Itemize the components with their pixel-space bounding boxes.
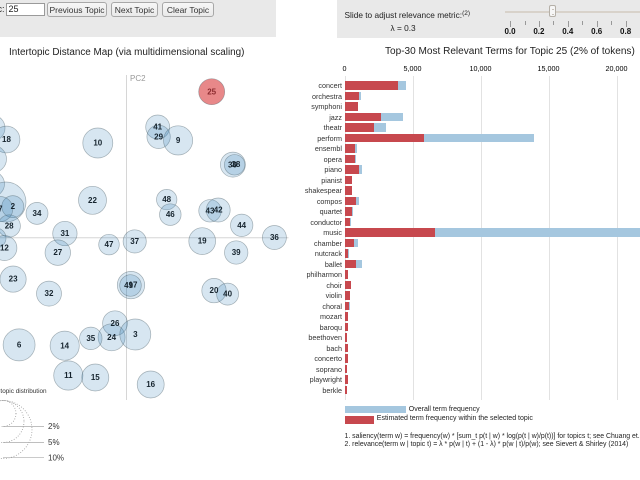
- svg-text:28: 28: [5, 222, 14, 231]
- svg-text:10: 10: [93, 139, 102, 148]
- svg-text:11: 11: [64, 371, 73, 380]
- svg-text:37: 37: [130, 237, 139, 246]
- svg-text:46: 46: [166, 210, 175, 219]
- svg-text:5%: 5%: [48, 438, 60, 447]
- svg-text:44: 44: [237, 221, 246, 230]
- svg-text:39: 39: [232, 248, 241, 257]
- svg-text:32: 32: [45, 289, 54, 298]
- svg-text:43: 43: [206, 206, 215, 215]
- svg-text:6: 6: [17, 341, 22, 350]
- svg-text:2%: 2%: [48, 422, 60, 431]
- svg-text:10%: 10%: [48, 454, 64, 463]
- svg-text:PC2: PC2: [130, 74, 146, 83]
- svg-text:36: 36: [270, 233, 279, 242]
- svg-text:Marginal topic distribution: Marginal topic distribution: [0, 388, 47, 395]
- svg-text:17: 17: [129, 281, 138, 290]
- svg-text:14: 14: [60, 341, 69, 350]
- svg-text:18: 18: [2, 135, 11, 144]
- svg-text:48: 48: [162, 195, 171, 204]
- svg-text:22: 22: [88, 196, 97, 205]
- svg-text:19: 19: [198, 237, 207, 246]
- svg-text:38: 38: [231, 160, 240, 169]
- svg-text:15: 15: [91, 373, 100, 382]
- svg-text:30: 30: [228, 160, 237, 169]
- svg-text:2: 2: [11, 202, 16, 211]
- svg-text:20: 20: [210, 286, 219, 295]
- svg-text:31: 31: [60, 229, 69, 238]
- svg-text:25: 25: [207, 88, 216, 97]
- svg-text:49: 49: [124, 281, 133, 290]
- svg-text:29: 29: [154, 132, 163, 141]
- svg-text:47: 47: [105, 240, 114, 249]
- svg-text:23: 23: [9, 275, 18, 284]
- svg-text:12: 12: [0, 244, 9, 253]
- svg-text:9: 9: [176, 136, 181, 145]
- svg-text:42: 42: [214, 206, 223, 215]
- svg-text:7: 7: [0, 205, 3, 214]
- svg-text:35: 35: [86, 334, 95, 343]
- svg-text:34: 34: [33, 209, 42, 218]
- svg-text:27: 27: [53, 248, 62, 257]
- svg-text:40: 40: [223, 290, 232, 299]
- svg-text:16: 16: [146, 380, 155, 389]
- svg-text:41: 41: [153, 123, 162, 132]
- svg-text:3: 3: [133, 330, 138, 339]
- svg-text:24: 24: [107, 333, 116, 342]
- svg-text:26: 26: [111, 319, 120, 328]
